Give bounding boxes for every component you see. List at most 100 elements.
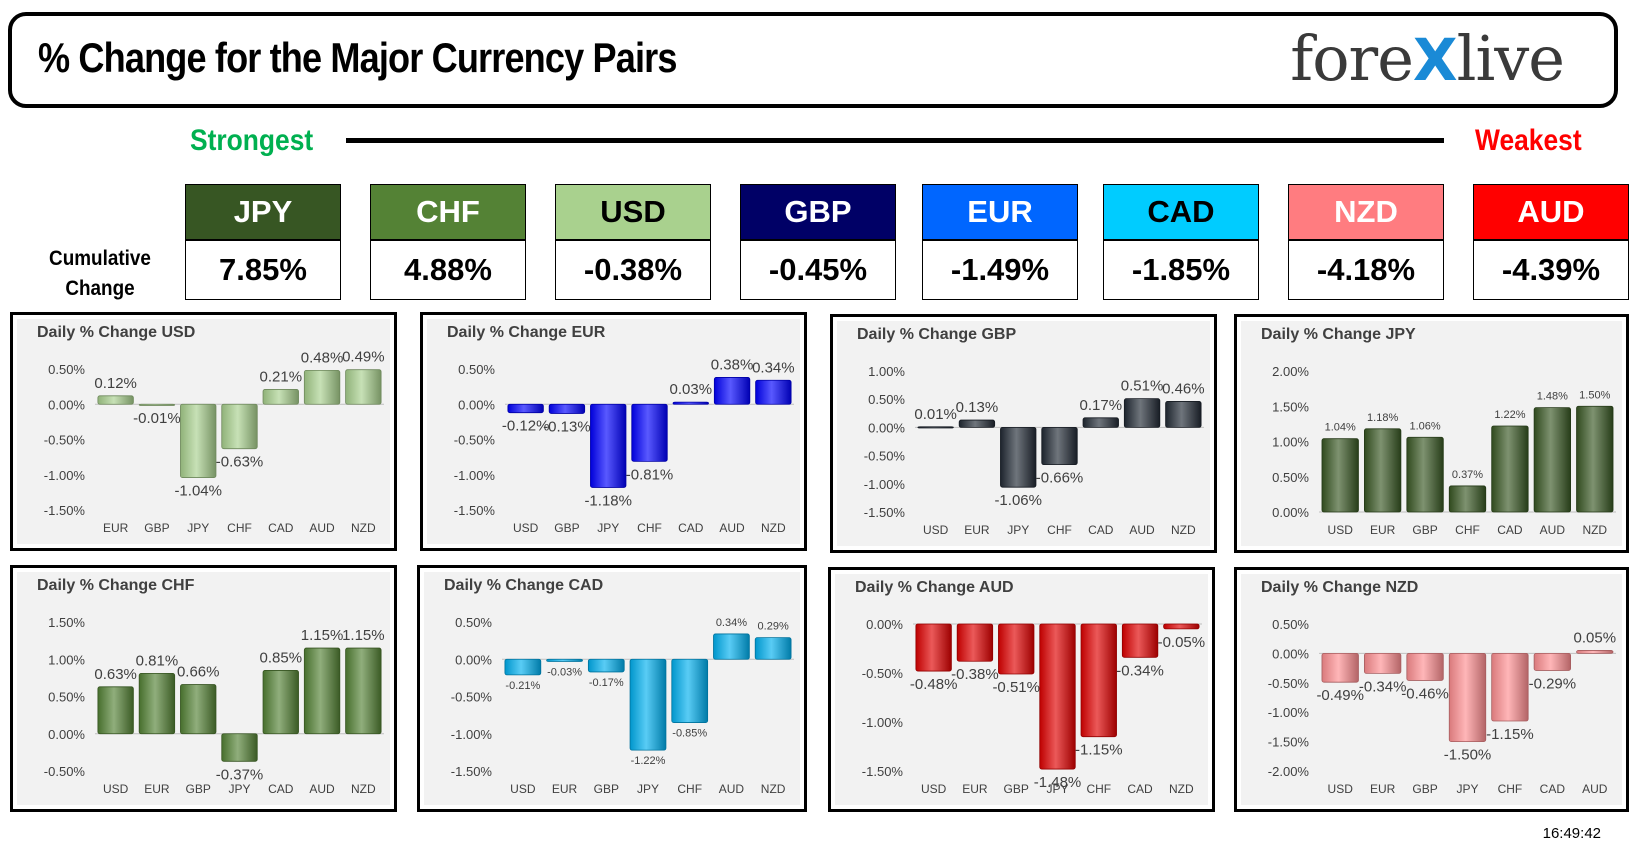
currency-code-usd: USD	[555, 184, 711, 240]
data-label: 0.48%	[301, 349, 344, 366]
page-title: % Change for the Major Currency Pairs	[38, 34, 677, 81]
data-label: 0.29%	[758, 621, 789, 633]
data-label: -1.15%	[1075, 742, 1123, 759]
x-category-label: USD	[1328, 523, 1354, 537]
chart-area: 1.00% 0.50% 0.00% -0.50% -1.00% -1.50% 0.01% US…	[837, 321, 1210, 546]
x-category-label: GBP	[1412, 782, 1437, 796]
bar-jpy	[629, 658, 667, 751]
data-label: -1.50%	[1444, 747, 1492, 764]
y-tick-label: 0.50%	[48, 362, 85, 377]
y-tick-label: -0.50%	[864, 449, 906, 464]
x-category-label: USD	[510, 782, 536, 796]
y-tick-label: 1.50%	[1272, 399, 1309, 414]
bar-chf	[671, 658, 709, 723]
bar-cad	[262, 670, 299, 735]
chart-panel-7: 0.00% -0.50% -1.00% -1.50% -0.48% USD -0.38% EU…	[828, 567, 1215, 812]
x-category-label: GBP	[1412, 523, 1437, 537]
cumulative-value-cad: -1.85%	[1103, 240, 1259, 300]
chart-title: Daily % Change AUD	[855, 579, 1014, 596]
ranking-line	[346, 138, 1444, 143]
x-category-label: CHF	[227, 521, 252, 535]
y-tick-label: -0.50%	[862, 666, 904, 681]
bar-chart: 2.00% 1.50% 1.00% 0.50% 0.00% 1.04% USD 1.18% EU…	[1272, 364, 1616, 537]
data-label: 0.13%	[956, 399, 999, 416]
data-label: 0.17%	[1080, 397, 1123, 414]
chart-panel-1: 0.50% 0.00% -0.50% -1.00% -1.50% 0.12% EUR -0.0…	[10, 312, 397, 551]
bar-aud	[1533, 407, 1572, 513]
data-label: -0.13%	[543, 418, 591, 435]
data-label: -1.18%	[584, 492, 632, 509]
data-label: 0.05%	[1574, 629, 1617, 646]
chart-title: Daily % Change NZD	[1261, 579, 1419, 596]
x-category-label: AUD	[719, 521, 745, 535]
chart-area: 0.50% 0.00% -0.50% -1.00% -1.50% -0.12% USD -0.…	[427, 319, 800, 544]
data-label: -0.85%	[672, 728, 707, 740]
bar-aud	[303, 370, 341, 405]
bar-usd	[915, 623, 952, 672]
weakest-label: Weakest	[1475, 124, 1582, 157]
chart-panel-2: 0.50% 0.00% -0.50% -1.00% -1.50% -0.12% USD -0.…	[420, 312, 807, 551]
bar-usd	[504, 658, 542, 676]
x-category-label: GBP	[554, 521, 579, 535]
data-label: -0.37%	[216, 766, 264, 783]
currency-code-aud: AUD	[1473, 184, 1629, 240]
chart-panel-3: 1.00% 0.50% 0.00% -0.50% -1.00% -1.50% 0.01% US…	[830, 314, 1217, 553]
currency-code-cad: CAD	[1103, 184, 1259, 240]
x-category-label: GBP	[144, 521, 169, 535]
x-category-label: EUR	[964, 523, 990, 537]
data-label: 0.03%	[670, 381, 713, 398]
data-label: -0.66%	[1036, 470, 1084, 487]
data-label: 0.46%	[1162, 380, 1205, 397]
y-tick-label: 0.00%	[1272, 646, 1309, 661]
data-label: 0.38%	[711, 356, 754, 373]
bar-jpy	[1000, 427, 1037, 488]
x-category-label: CHF	[1086, 782, 1111, 796]
x-category-label: JPY	[1046, 782, 1068, 796]
logo-x-mark: X	[1412, 26, 1458, 94]
y-tick-label: 0.50%	[1272, 617, 1309, 632]
x-category-label: CAD	[1540, 782, 1566, 796]
data-label: -0.63%	[216, 454, 264, 471]
x-category-label: AUD	[309, 782, 335, 796]
y-tick-label: -1.00%	[862, 715, 904, 730]
bar-chf	[1041, 427, 1078, 466]
x-category-label: GBP	[1004, 782, 1029, 796]
y-tick-label: -1.50%	[864, 505, 906, 520]
data-label: -0.29%	[1529, 675, 1577, 692]
x-category-label: JPY	[1456, 782, 1478, 796]
chart-area: 2.00% 1.50% 1.00% 0.50% 0.00% 1.04% USD 1.18% EU…	[1241, 321, 1622, 546]
x-category-label: JPY	[637, 782, 659, 796]
x-category-label: NZD	[761, 782, 786, 796]
data-label: 1.15%	[342, 627, 385, 644]
x-category-label: JPY	[187, 521, 209, 535]
y-tick-label: 0.00%	[1272, 505, 1309, 520]
x-category-label: USD	[1328, 782, 1354, 796]
data-label: 0.21%	[260, 368, 303, 385]
x-category-label: JPY	[228, 782, 250, 796]
bar-cad	[1533, 653, 1572, 671]
cumulative-value-usd: -0.38%	[555, 240, 711, 300]
logo-text-right: live	[1456, 22, 1565, 95]
data-label: -0.01%	[133, 410, 181, 427]
data-label: 1.06%	[1409, 420, 1440, 432]
x-category-label: CAD	[268, 782, 294, 796]
x-category-label: USD	[923, 523, 949, 537]
bar-chf	[1448, 485, 1487, 513]
bar-cad	[1082, 417, 1119, 428]
bar-jpy	[590, 403, 627, 488]
y-tick-label: -1.00%	[44, 468, 86, 483]
cumulative-label-line2: Change	[65, 277, 135, 300]
bar-chart: 1.50% 1.00% 0.50% 0.00% -0.50% 0.63% USD 0.81% E…	[44, 615, 385, 796]
y-tick-label: 0.00%	[868, 420, 905, 435]
x-category-label: EUR	[1370, 523, 1396, 537]
x-category-label: CHF	[677, 782, 702, 796]
data-label: -1.15%	[1486, 726, 1534, 743]
x-category-label: JPY	[597, 521, 619, 535]
data-label: -0.51%	[992, 679, 1040, 696]
x-category-label: AUD	[1582, 782, 1608, 796]
bar-gbp	[1406, 436, 1444, 513]
bar-nzd	[345, 647, 382, 735]
bar-gbp	[548, 403, 586, 414]
x-category-label: NZD	[351, 782, 376, 796]
data-label: -0.21%	[505, 680, 540, 692]
